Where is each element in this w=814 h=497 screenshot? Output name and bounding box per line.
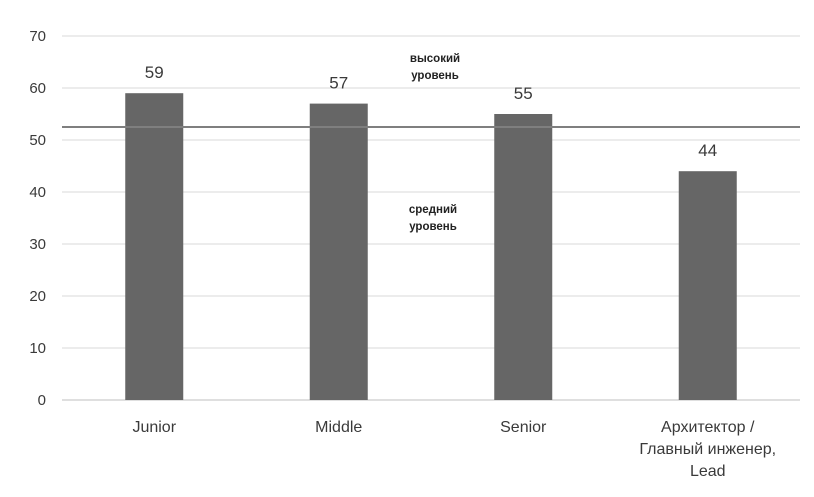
y-tick-label: 20 [29,288,46,305]
y-tick-label: 0 [38,392,46,409]
category-labels: Junior Middle Senior Архитектор / Главный ин… [132,419,776,480]
data-label: 44 [698,141,717,160]
y-tick-label: 60 [29,80,46,97]
category-label: Middle [315,419,362,436]
annotation-above-line1: высокий [410,53,460,65]
y-tick-label: 50 [29,132,46,149]
y-tick-label: 70 [29,28,46,45]
data-label: 59 [145,63,164,82]
bar [678,171,737,400]
category-label: Senior [500,419,547,436]
bar [125,93,184,400]
bars [125,93,737,400]
annotation-above-line2: уровень [411,70,459,82]
category-label: Главный инженер, [639,441,776,458]
annotation-below-line1: средний [409,204,457,216]
data-label: 57 [329,74,348,93]
data-label: 55 [514,84,533,103]
y-tick-label: 40 [29,184,46,201]
annotation-below-line2: уровень [409,221,457,233]
category-label: Lead [690,463,726,480]
y-axis-tick-labels: 0 10 20 30 40 50 60 70 [29,28,46,409]
data-labels: 59 57 55 44 [145,63,717,160]
annotations: высокий уровень средний уровень [409,53,460,233]
gridlines [62,35,800,401]
bar [309,103,368,400]
category-label: Архитектор / [661,419,755,436]
category-label: Junior [132,419,176,436]
y-tick-label: 10 [29,340,46,357]
y-tick-label: 30 [29,236,46,253]
bar [494,114,553,400]
